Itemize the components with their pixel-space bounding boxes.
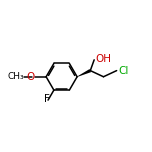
Text: OH: OH <box>95 54 111 64</box>
Text: Cl: Cl <box>118 66 129 76</box>
Polygon shape <box>77 69 91 77</box>
Text: CH₃: CH₃ <box>7 72 24 81</box>
Text: F: F <box>44 94 50 104</box>
Text: O: O <box>26 72 35 82</box>
